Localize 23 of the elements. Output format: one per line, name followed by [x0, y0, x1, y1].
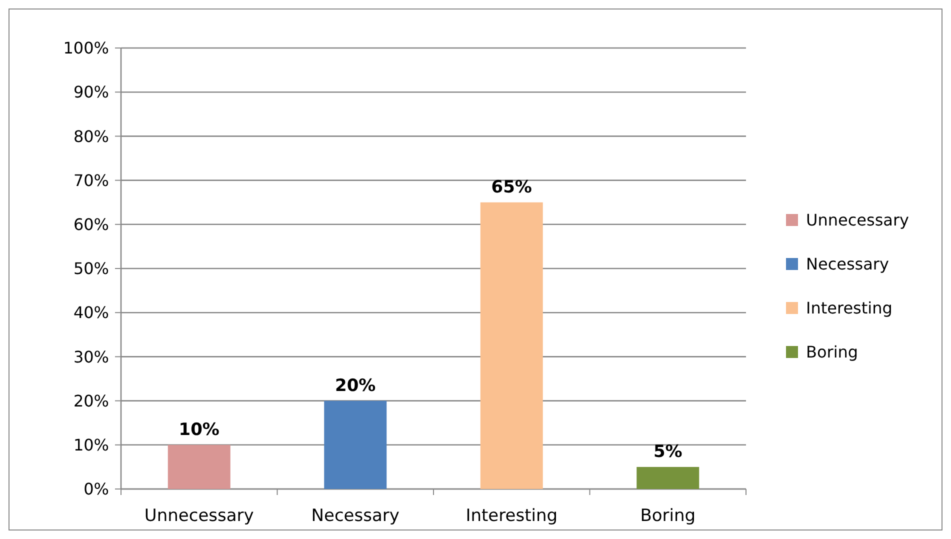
legend-label: Necessary	[806, 254, 889, 274]
legend-label: Interesting	[806, 298, 892, 318]
data-label: 10%	[178, 420, 220, 440]
y-tick-label: 50%	[73, 259, 109, 278]
y-tick-label: 60%	[73, 215, 109, 234]
y-tick-label: 40%	[73, 303, 109, 322]
y-tick-label: 100%	[63, 38, 109, 58]
y-tick-label: 10%	[73, 436, 109, 454]
y-tick-label: 70%	[73, 170, 109, 190]
data-label: 65%	[491, 177, 532, 198]
data-label: 20%	[335, 376, 376, 396]
x-tick-label: Necessary	[311, 506, 400, 526]
x-tick-label: Boring	[640, 506, 696, 526]
x-tick-label: Interesting	[466, 506, 558, 526]
y-tick-label: 0%	[84, 480, 109, 499]
y-tick-label: 30%	[73, 347, 109, 366]
legend-label: Boring	[806, 342, 858, 362]
data-label: 5%	[653, 442, 682, 462]
x-tick-label: Unnecessary	[144, 506, 254, 526]
y-tick-label: 80%	[73, 126, 109, 146]
y-tick-label: 20%	[73, 391, 109, 410]
y-tick-label: 90%	[73, 82, 109, 102]
legend-label: Unnecessary	[806, 210, 909, 230]
